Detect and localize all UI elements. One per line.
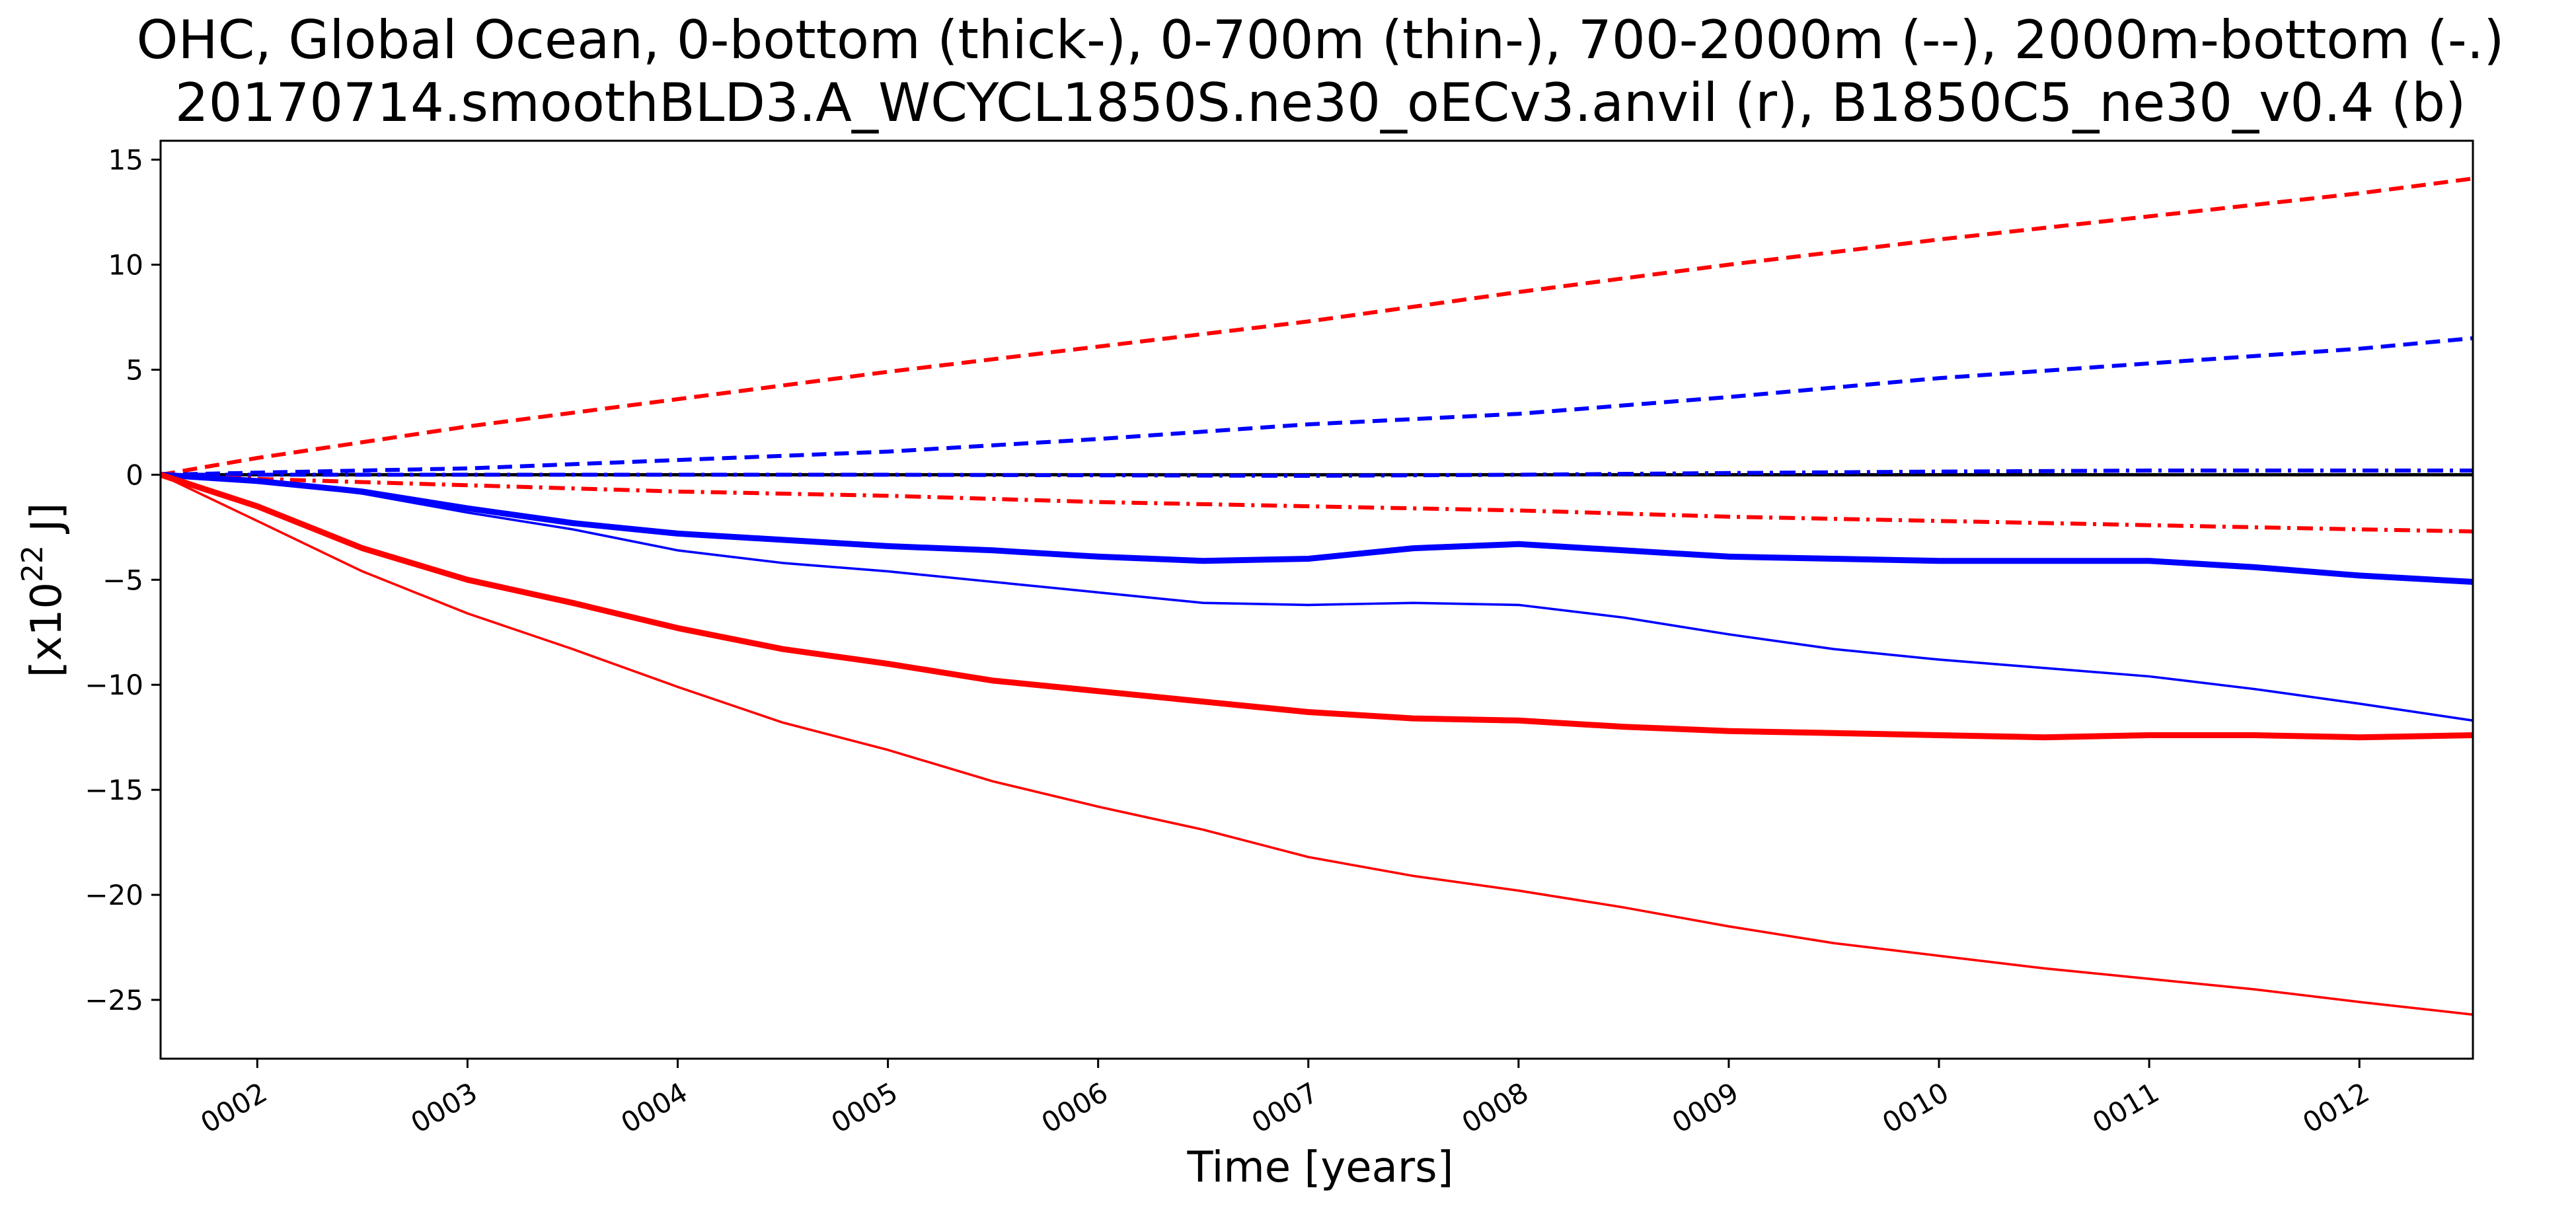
- series-line-b-2000m-bottom: [161, 469, 2473, 478]
- y-tick-label: 10: [108, 249, 143, 282]
- series-line-b-0-700m: [160, 473, 2474, 722]
- y-axis-label-unit: J]: [22, 503, 71, 545]
- series-line-b-700-2000m: [160, 336, 2474, 477]
- y-axis-label: [x1022 J]: [16, 503, 71, 677]
- series-layer: [159, 176, 2474, 1016]
- y-tick-label: 15: [108, 144, 143, 176]
- chart-title-line-2: 20170714.smoothBLD3.A_WCYCL1850S.ne30_oE…: [175, 72, 2466, 133]
- series-line-r-700-2000m: [160, 176, 2474, 477]
- chart-title-line-1: OHC, Global Ocean, 0-bottom (thick-), 0-…: [137, 9, 2505, 71]
- series-line-r-2000m-bottom: [160, 473, 2474, 534]
- y-tick-label: −25: [85, 984, 143, 1016]
- y-tick-label: 0: [126, 459, 143, 491]
- y-tick-label: 5: [126, 354, 143, 386]
- plot-frame: [159, 139, 2474, 1060]
- series-line-b-0-bottom: [160, 471, 2474, 585]
- y-axis-label-base: [x10: [22, 582, 71, 677]
- series-line-r-0-bottom: [159, 472, 2474, 741]
- series-line-r-0-700m: [160, 473, 2474, 1016]
- y-tick-label: −10: [85, 669, 143, 701]
- y-tick-label: −15: [85, 774, 143, 806]
- y-tick-label: −20: [85, 879, 143, 911]
- y-tick-label: −5: [102, 564, 143, 596]
- y-axis-label-exponent: 22: [16, 545, 50, 582]
- x-axis-label: Time [years]: [1186, 1143, 1453, 1192]
